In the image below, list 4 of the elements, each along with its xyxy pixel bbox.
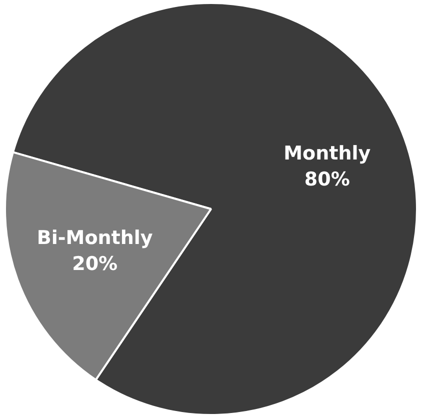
slice-label: Bi-Monthly <box>36 227 154 250</box>
data-label: 20% <box>72 253 118 276</box>
slice-label: Monthly <box>284 142 372 165</box>
data-label: 80% <box>304 168 350 191</box>
